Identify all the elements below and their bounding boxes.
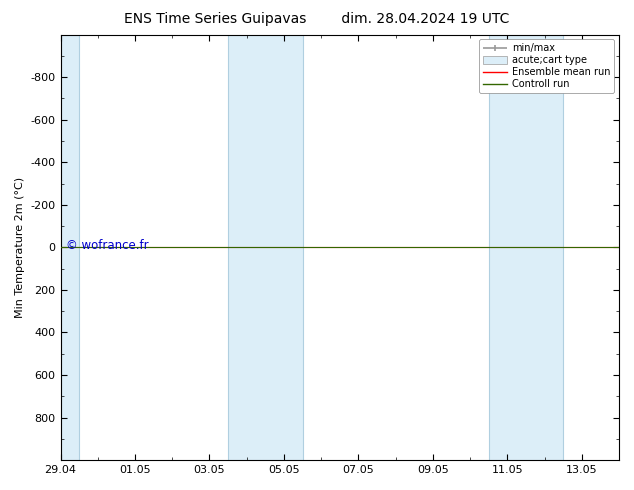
Y-axis label: Min Temperature 2m (°C): Min Temperature 2m (°C) <box>15 177 25 318</box>
Text: ENS Time Series Guipavas        dim. 28.04.2024 19 UTC: ENS Time Series Guipavas dim. 28.04.2024… <box>124 12 510 26</box>
Legend: min/max, acute;cart type, Ensemble mean run, Controll run: min/max, acute;cart type, Ensemble mean … <box>479 40 614 93</box>
Bar <box>489 35 563 460</box>
Bar <box>60 35 79 460</box>
Bar <box>228 35 302 460</box>
Text: © wofrance.fr: © wofrance.fr <box>66 239 149 252</box>
